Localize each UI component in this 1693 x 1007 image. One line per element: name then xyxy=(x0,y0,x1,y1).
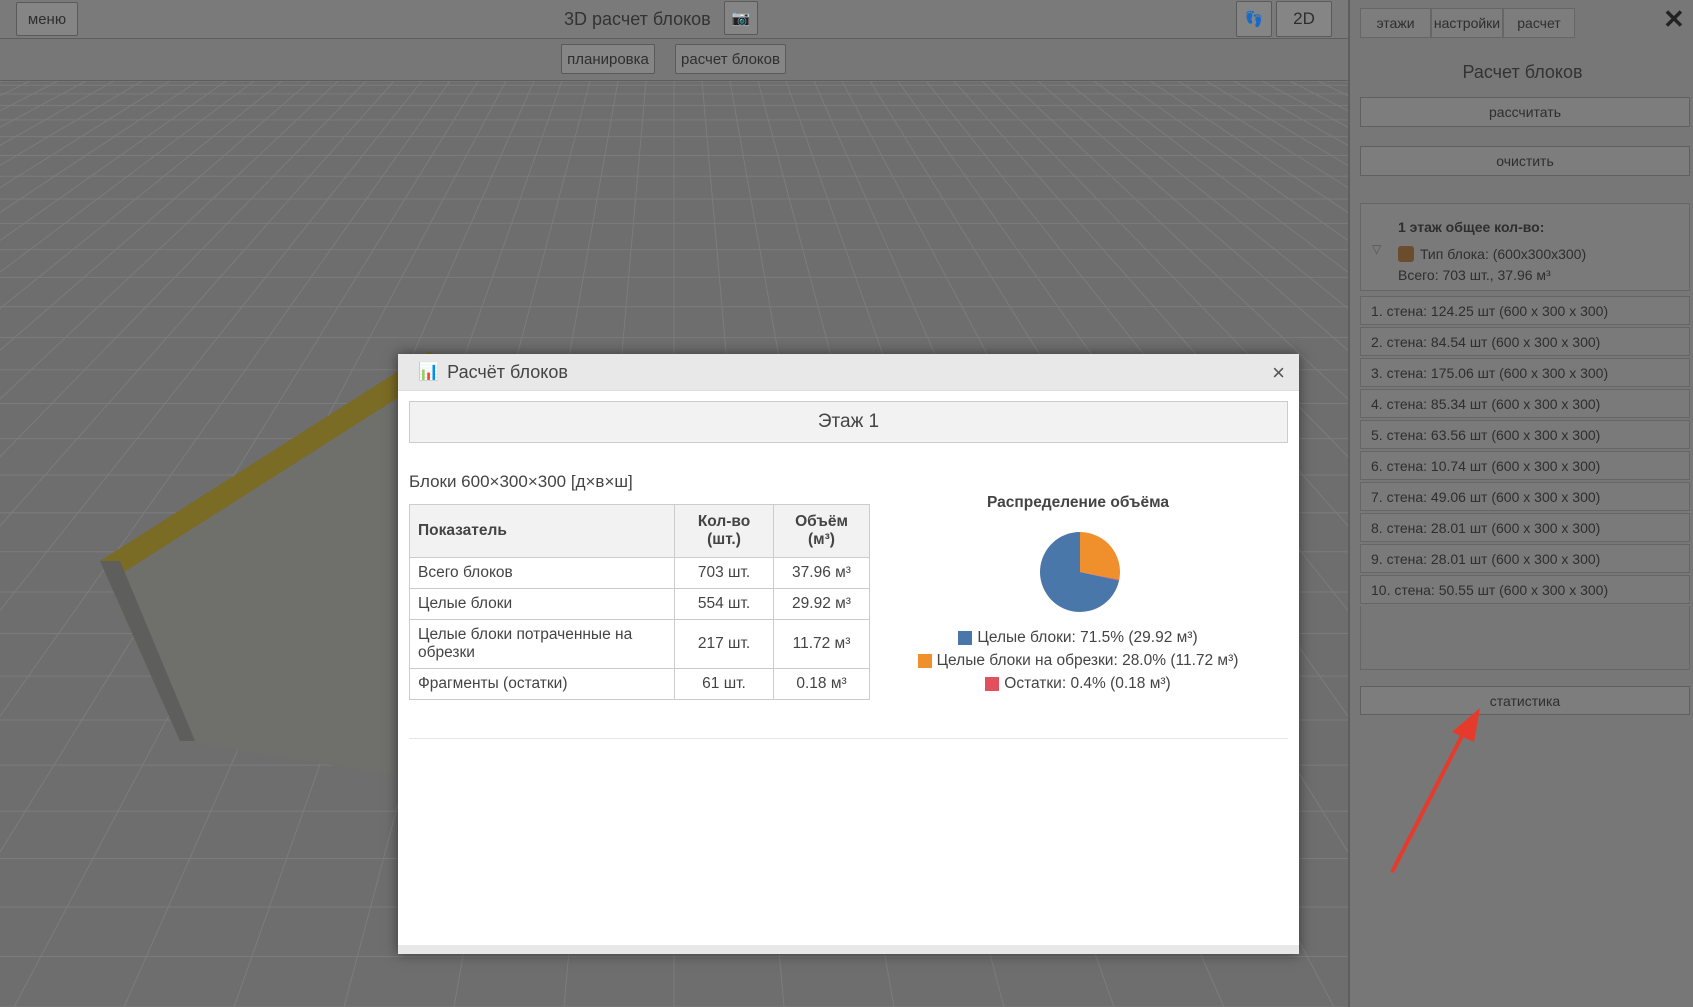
block-calc-modal: 📊 Расчёт блоков × Этаж 1 Блоки 600×300×3… xyxy=(398,354,1299,954)
app-title: 3D расчет блоков xyxy=(564,9,711,29)
wall-list-item[interactable]: 7. стена: 49.06 шт (600 x 300 x 300) xyxy=(1360,482,1690,511)
row-label: Целые блоки потраченные на обрезки xyxy=(409,619,675,669)
wall-list-item[interactable]: 1. стена: 124.25 шт (600 x 300 x 300) xyxy=(1360,296,1690,325)
wall-list-item[interactable]: 5. стена: 63.56 шт (600 x 300 x 300) xyxy=(1360,420,1690,449)
sub-toolbar: планировка расчет блоков xyxy=(0,39,1348,81)
wall-list-item[interactable]: 10. стена: 50.55 шт (600 x 300 x 300) xyxy=(1360,575,1690,604)
pie-slice xyxy=(1080,532,1120,580)
row-label: Целые блоки xyxy=(409,588,675,620)
table-row: Фрагменты (остатки) 61 шт. 0.18 м³ xyxy=(409,668,870,700)
row-count: 217 шт. xyxy=(674,619,774,669)
floor-header: Этаж 1 xyxy=(409,401,1288,443)
row-count: 61 шт. xyxy=(674,668,774,700)
legend-swatch xyxy=(917,654,932,668)
row-label: Всего блоков xyxy=(409,557,675,589)
modal-header: 📊 Расчёт блоков × xyxy=(398,354,1299,391)
panel-title: Расчет блоков xyxy=(1462,62,1583,82)
2d-mode-button[interactable]: 2D xyxy=(1276,1,1332,37)
legend-item: Остатки: 0.4% (0.18 м³) xyxy=(878,675,1278,693)
header-count: Кол-во (шт.) xyxy=(674,504,774,558)
modal-title: Расчёт блоков xyxy=(447,361,568,382)
wall-list-item[interactable]: 6. стена: 10.74 шт (600 x 300 x 300) xyxy=(1360,451,1690,480)
legend-swatch xyxy=(958,631,973,645)
wall-list-item[interactable]: 4. стена: 85.34 шт (600 x 300 x 300) xyxy=(1360,389,1690,418)
right-panel: этажи настройки расчет ✕ Расчет блоков р… xyxy=(1348,0,1693,1007)
top-toolbar: меню 3D расчет блоков 📷 👣 2D xyxy=(0,0,1348,39)
planning-button[interactable]: планировка xyxy=(561,44,655,74)
collapse-icon[interactable]: ▽ xyxy=(1372,242,1382,256)
tab-calc[interactable]: расчет xyxy=(1503,8,1575,38)
wall-list-item[interactable]: 9. стена: 28.01 шт (600 x 300 x 300) xyxy=(1360,544,1690,573)
wall-block-model xyxy=(100,351,430,781)
wall-list-item[interactable]: 8. стена: 28.01 шт (600 x 300 x 300) xyxy=(1360,513,1690,542)
table-row: Всего блоков 703 шт. 37.96 м³ xyxy=(409,557,870,589)
red-arrow-annotation xyxy=(1390,708,1480,873)
camera-icon[interactable]: 📷 xyxy=(724,1,758,35)
row-volume: 11.72 м³ xyxy=(773,619,870,669)
legend-label: Остатки: 0.4% (0.18 м³) xyxy=(1004,675,1171,692)
modal-footer xyxy=(398,945,1299,954)
row-count: 554 шт. xyxy=(674,588,774,620)
legend-label: Целые блоки на обрезки: 28.0% (11.72 м³) xyxy=(936,652,1239,669)
legend-swatch xyxy=(985,677,1000,691)
block-type-icon xyxy=(1398,246,1414,262)
header-volume: Объём (м³) xyxy=(773,504,870,558)
row-label: Фрагменты (остатки) xyxy=(409,668,675,700)
volume-pie-chart xyxy=(1040,532,1120,612)
divider xyxy=(409,738,1288,739)
block-type: Тип блока: (600x300x300) xyxy=(1420,246,1587,262)
footprints-icon[interactable]: 👣 xyxy=(1236,1,1272,37)
row-volume: 0.18 м³ xyxy=(773,668,870,700)
close-modal-icon[interactable]: × xyxy=(1272,360,1285,385)
statistics-button[interactable]: статистика xyxy=(1360,686,1690,715)
row-count: 703 шт. xyxy=(674,557,774,589)
tab-settings[interactable]: настройки xyxy=(1431,8,1503,38)
blocks-subtitle: Блоки 600×300×300 [д×в×ш] xyxy=(409,472,633,491)
floor-summary: ▽ 1 этаж общее кол-во: Тип блока: (600x3… xyxy=(1360,203,1690,291)
row-volume: 37.96 м³ xyxy=(773,557,870,589)
header-indicator: Показатель xyxy=(409,504,675,558)
wall-list-item[interactable]: 3. стена: 175.06 шт (600 x 300 x 300) xyxy=(1360,358,1690,387)
pie-slice xyxy=(1040,532,1120,612)
clear-button[interactable]: очистить xyxy=(1360,146,1690,176)
legend-label: Целые блоки: 71.5% (29.92 м³) xyxy=(977,629,1198,646)
summary-heading: 1 этаж общее кол-во: xyxy=(1398,219,1545,235)
list-filler xyxy=(1360,606,1690,670)
table-row: Целые блоки потраченные на обрезки 217 шт… xyxy=(409,619,870,669)
row-volume: 29.92 м³ xyxy=(773,588,870,620)
calculate-button[interactable]: рассчитать xyxy=(1360,97,1690,127)
tab-floors[interactable]: этажи xyxy=(1360,8,1431,38)
menu-button[interactable]: меню xyxy=(16,2,78,36)
close-panel-icon[interactable]: ✕ xyxy=(1663,4,1685,34)
legend-item: Целые блоки на обрезки: 28.0% (11.72 м³) xyxy=(878,652,1278,670)
wall-list-item[interactable]: 2. стена: 84.54 шт (600 x 300 x 300) xyxy=(1360,327,1690,356)
table-row: Целые блоки 554 шт. 29.92 м³ xyxy=(409,588,870,620)
pie-slice xyxy=(1080,572,1120,581)
legend-item: Целые блоки: 71.5% (29.92 м³) xyxy=(878,629,1278,647)
bar-chart-icon: 📊 xyxy=(418,362,440,381)
stats-table: Показатель Кол-во (шт.) Объём (м³) Всего… xyxy=(409,504,870,700)
summary-total: Всего: 703 шт., 37.96 м³ xyxy=(1398,267,1551,283)
chart-title: Распределение объёма xyxy=(986,494,1169,511)
block-calc-button[interactable]: расчет блоков xyxy=(675,44,786,74)
